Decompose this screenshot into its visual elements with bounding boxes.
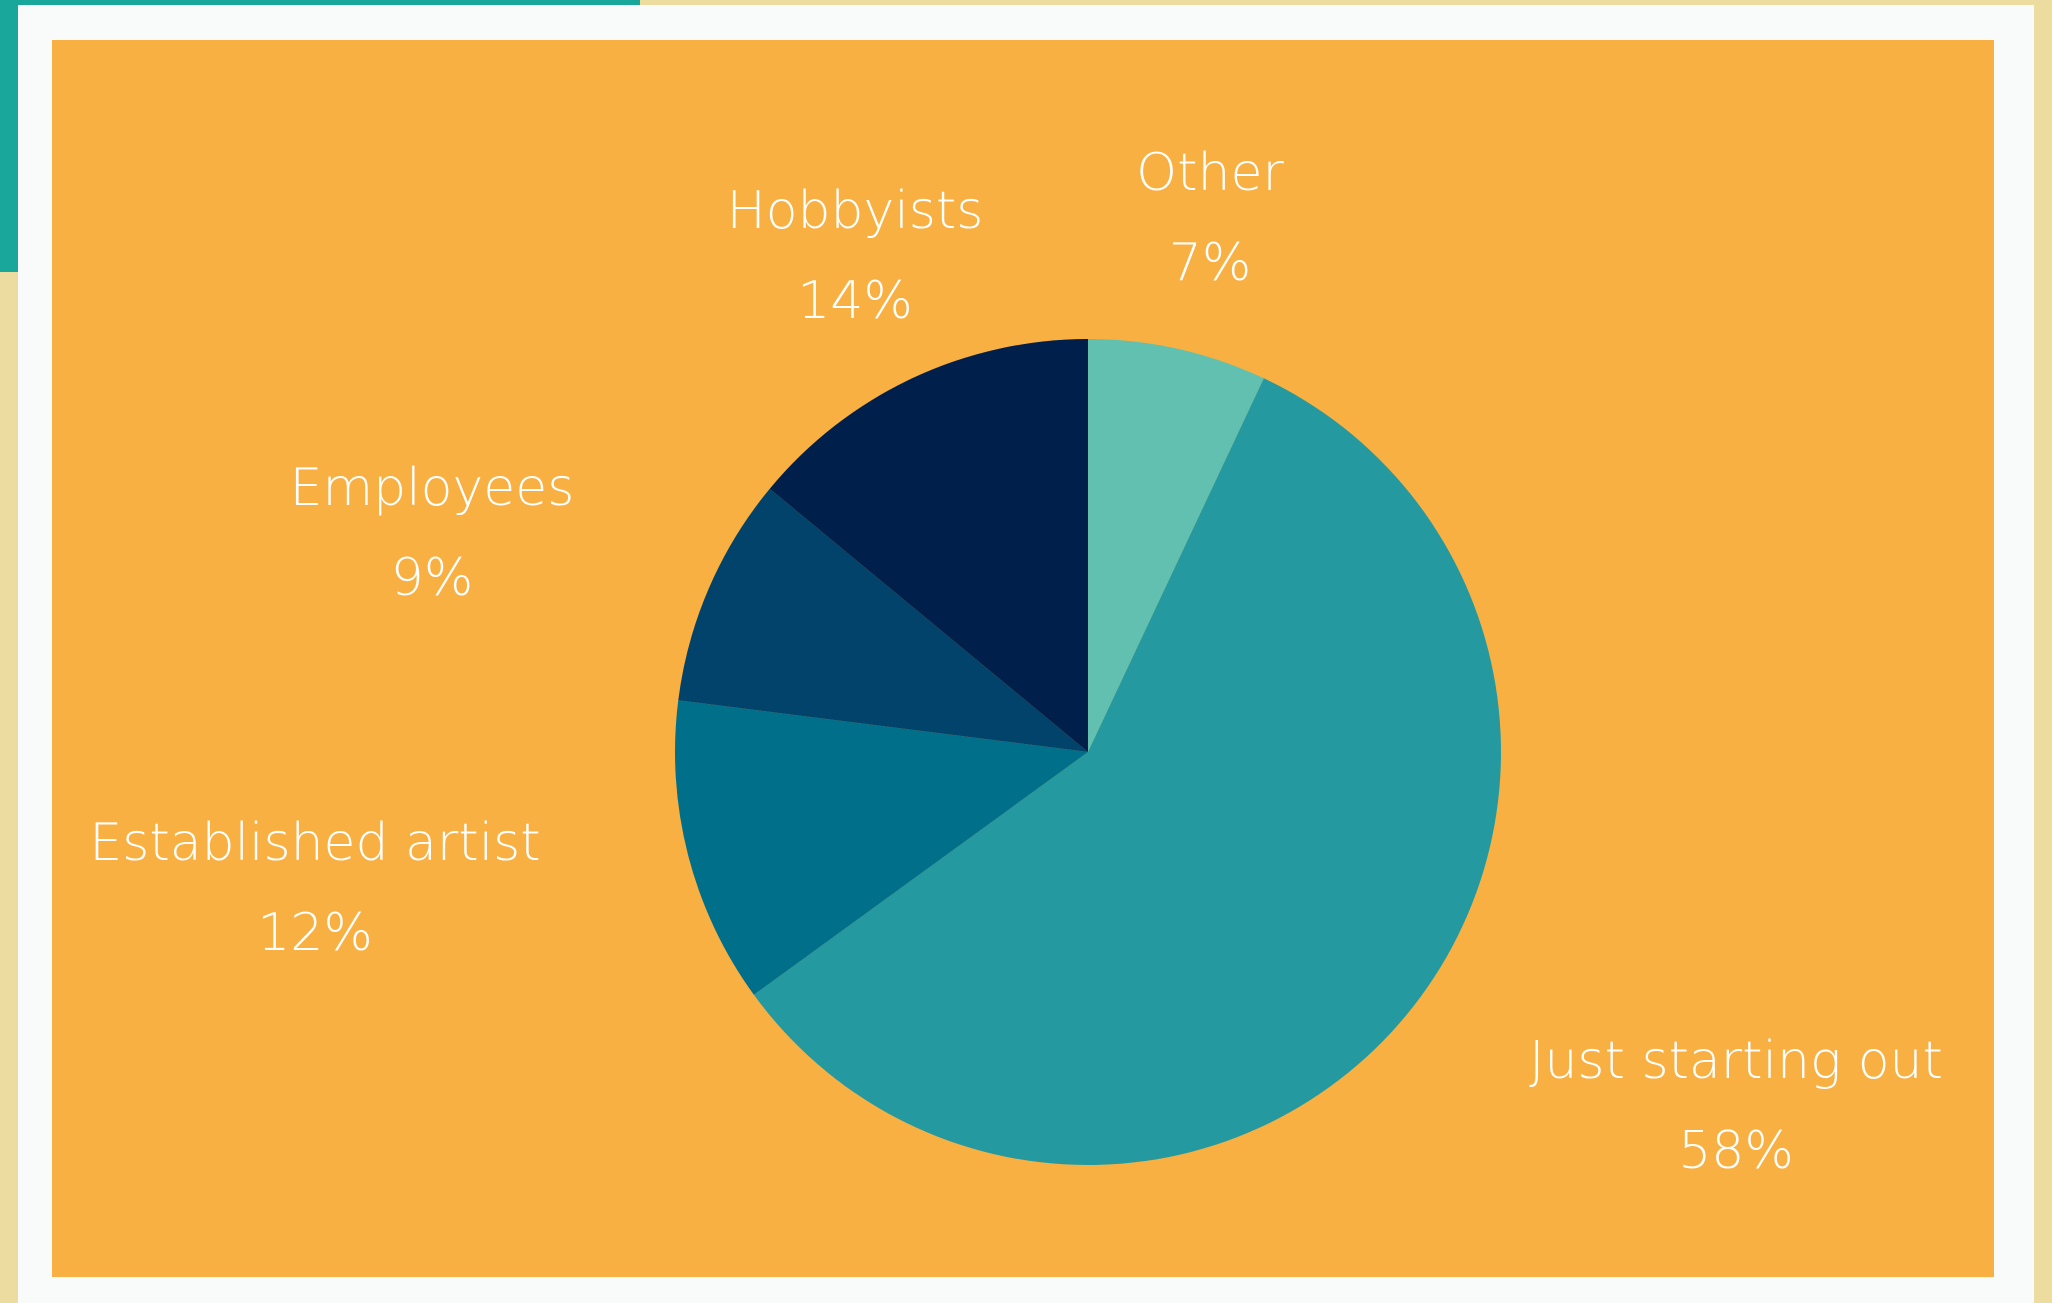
- pie-slice-just-starting-out: [753, 378, 1501, 1166]
- pie-slice-hobbyists: [769, 339, 1088, 752]
- slice-value-established-artist: 12%: [257, 903, 373, 963]
- pie-slice-other: [1088, 339, 1264, 752]
- pie-slices: [675, 339, 1501, 1166]
- slice-value-employees: 9%: [391, 548, 474, 608]
- slice-label-hobbyists: Hobbyists: [727, 181, 984, 241]
- slice-label-employees: Employees: [290, 458, 575, 518]
- slice-value-other: 7%: [1169, 233, 1252, 293]
- pie-slice-established-artist: [675, 700, 1088, 995]
- slice-label-other: Other: [1136, 143, 1284, 203]
- slice-value-hobbyists: 14%: [797, 271, 913, 331]
- slice-labels: Other 7% Just starting out 58% Established a…: [89, 143, 1942, 1181]
- slice-label-established-artist: Established artist: [89, 813, 540, 873]
- slice-value-just-starting-out: 58%: [1678, 1121, 1794, 1181]
- pie-slice-employees: [678, 488, 1088, 752]
- slice-label-just-starting-out: Just starting out: [1529, 1031, 1943, 1091]
